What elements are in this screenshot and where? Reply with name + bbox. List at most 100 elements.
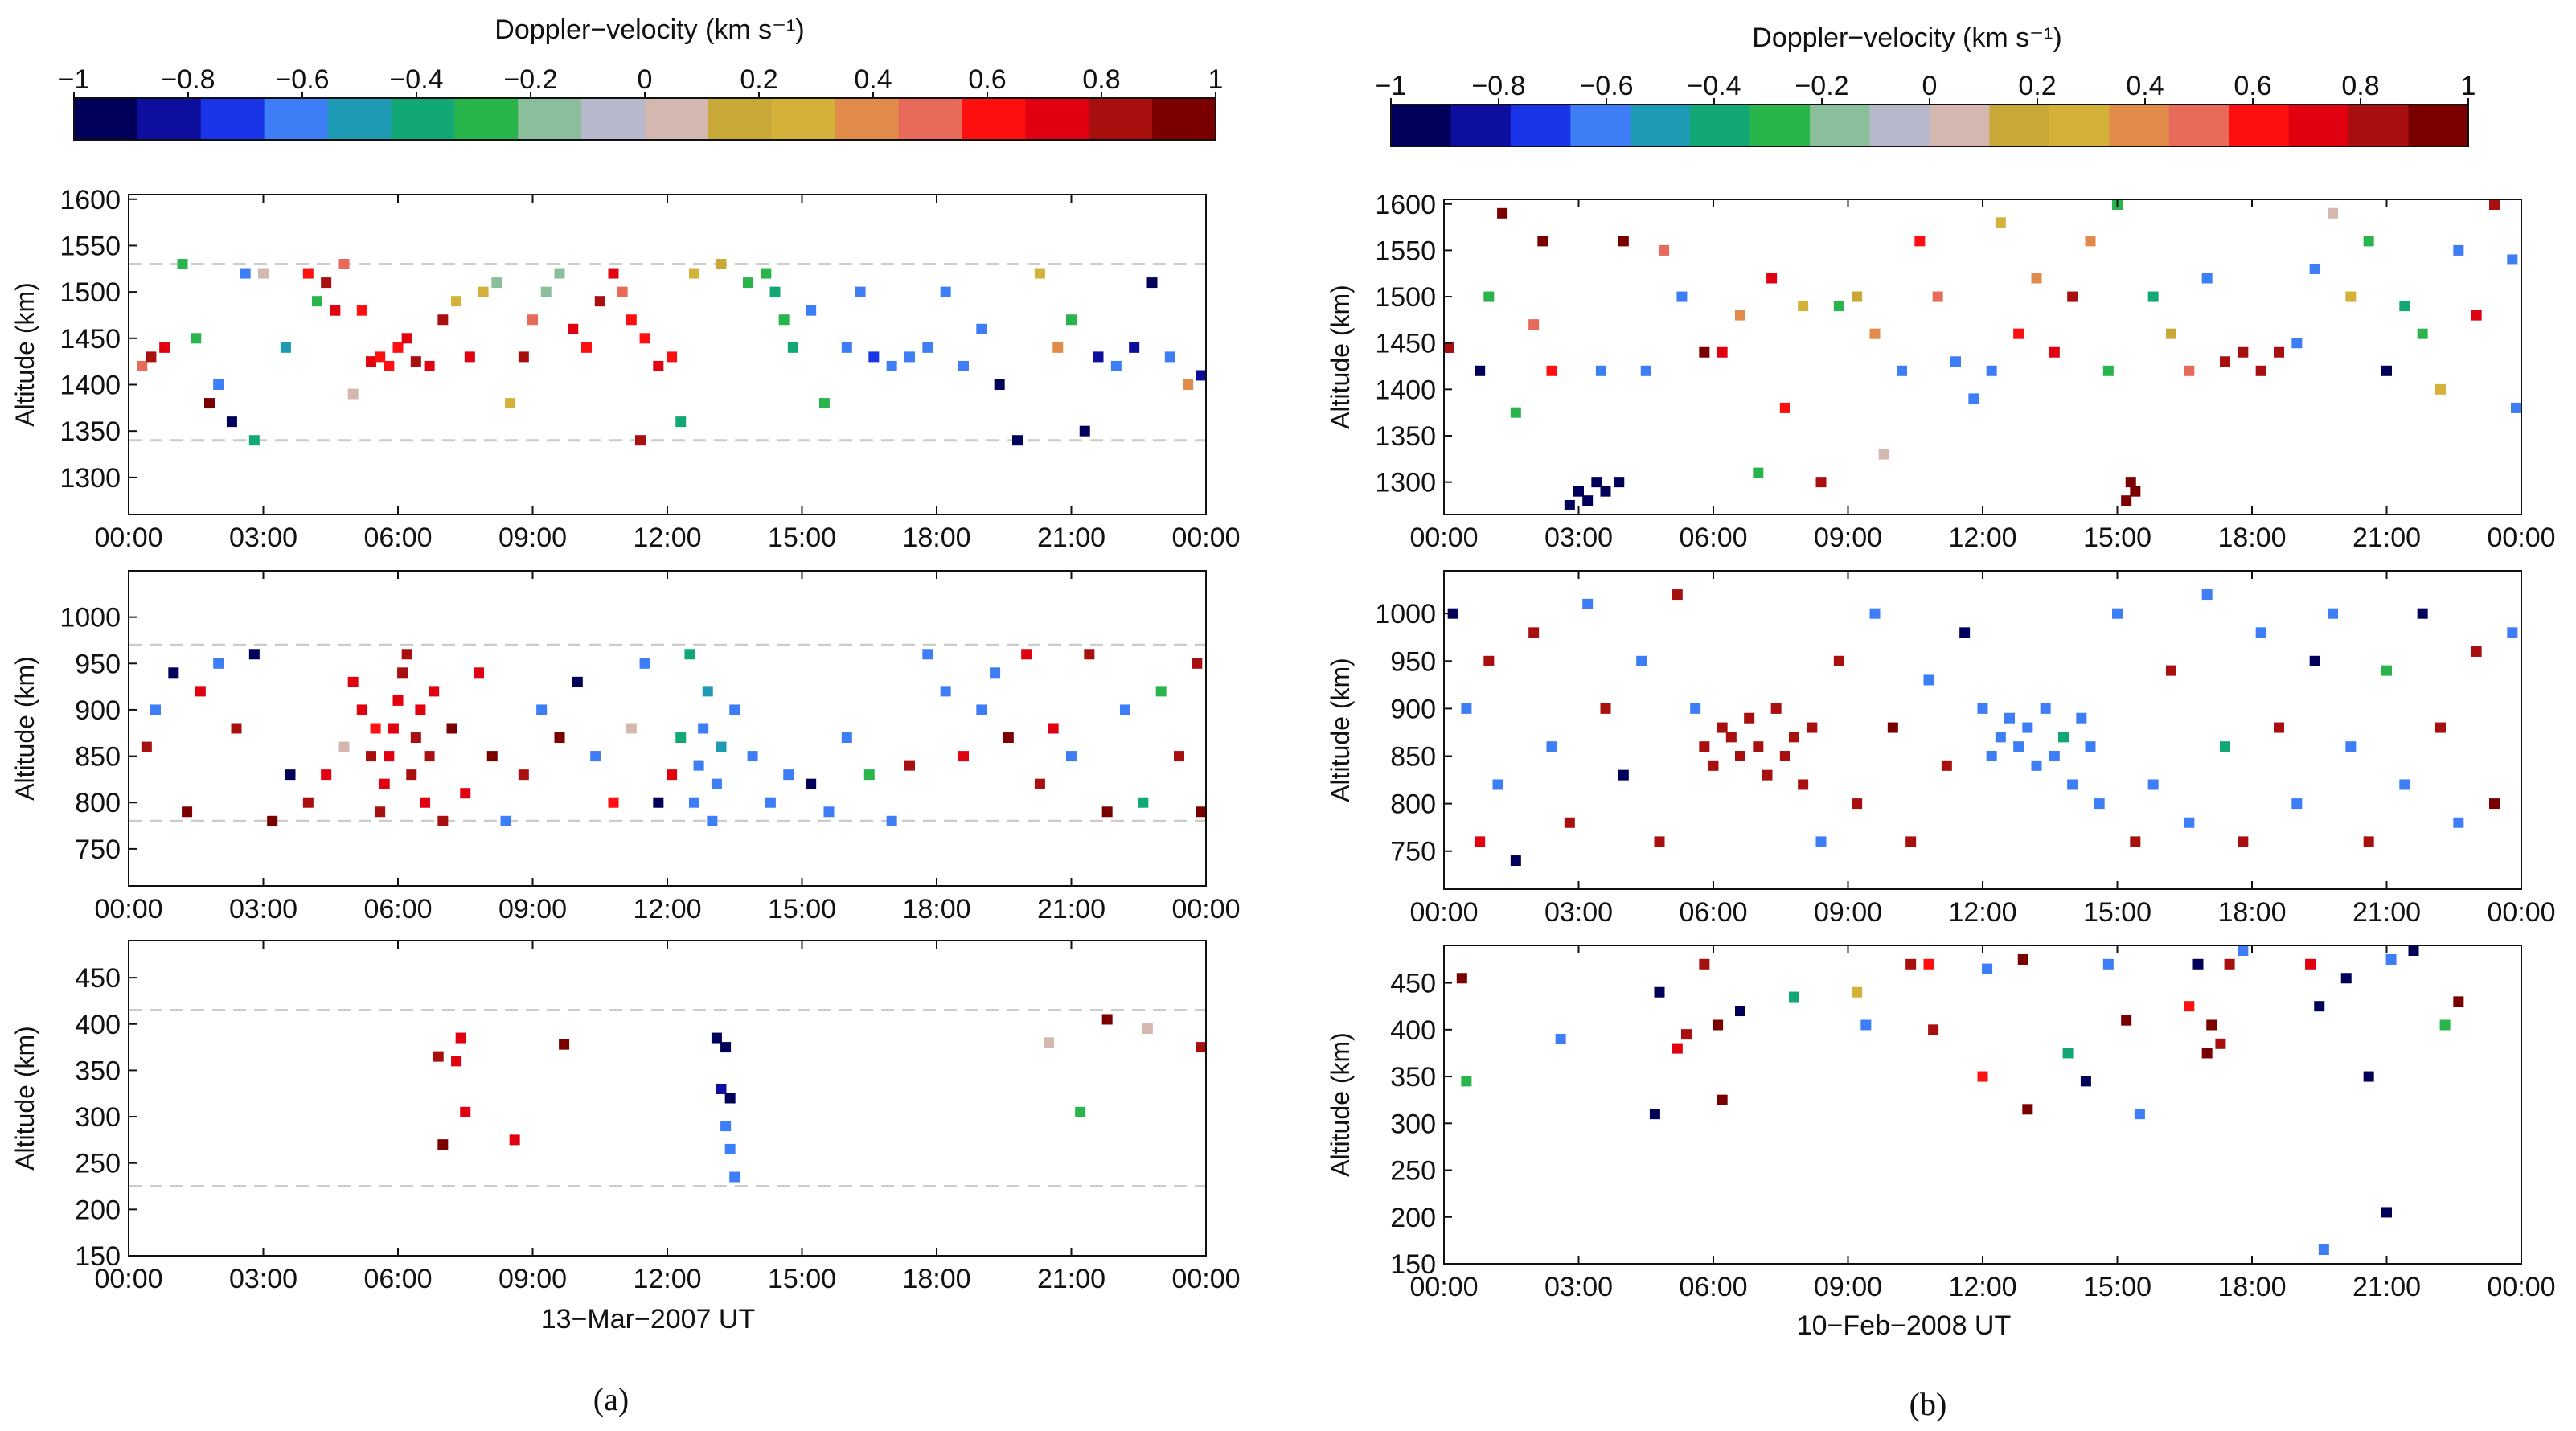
data-point [437, 1139, 449, 1150]
data-point [347, 676, 359, 687]
data-point [1681, 1029, 1692, 1040]
data-point [347, 388, 359, 400]
x-tick-label: 06:00 [1679, 897, 1747, 928]
data-point [720, 1042, 732, 1053]
colorbar-segment [1025, 98, 1089, 140]
data-point [720, 1121, 732, 1132]
data-point [137, 360, 148, 371]
y-tick-label: 950 [1390, 646, 1436, 677]
data-point [1725, 732, 1737, 743]
data-point [2309, 655, 2320, 666]
data-point [1860, 1019, 1872, 1031]
data-point [401, 333, 412, 344]
data-point [177, 259, 188, 270]
data-point [159, 342, 170, 353]
scatter-panel: 1300 1350 1400 1450 1500 1550 1600 00:00 03:00 06… [1326, 190, 2556, 553]
data-point [2080, 1076, 2091, 1087]
data-point [1766, 273, 1778, 284]
x-tick-label: 06:00 [363, 894, 432, 925]
colorbar-tick-label: −0.8 [1471, 71, 1525, 101]
data-point [940, 286, 951, 297]
data-point [213, 379, 224, 390]
data-point [1101, 1014, 1113, 1025]
data-point [1034, 778, 1045, 789]
data-point [653, 360, 664, 371]
data-point [2013, 741, 2024, 752]
x-tick-label: 09:00 [498, 1264, 567, 1294]
colorbar-tick-label: −0.4 [389, 64, 443, 95]
x-tick-label: 15:00 [2083, 897, 2151, 928]
data-point [2381, 665, 2392, 676]
data-point [559, 1039, 570, 1050]
colorbar-tick-label: −1 [59, 64, 90, 95]
data-point [384, 751, 395, 762]
data-point [392, 342, 404, 353]
y-tick-label: 850 [75, 742, 121, 773]
data-point [536, 704, 548, 716]
data-point [505, 398, 516, 409]
data-point [1977, 703, 1988, 714]
y-tick-label: 1500 [59, 277, 121, 308]
colorbar-segment [1089, 98, 1153, 140]
data-point [1928, 1024, 1939, 1035]
data-point [2147, 779, 2159, 790]
data-point [248, 435, 260, 446]
data-point [1995, 732, 2006, 743]
data-point [2255, 365, 2266, 376]
y-tick-label: 750 [75, 834, 121, 865]
data-point [2112, 608, 2123, 619]
data-point [2166, 328, 2176, 339]
data-point [1959, 627, 1971, 638]
data-point [568, 323, 579, 334]
data-point [302, 797, 314, 808]
x-tick-label: 06:00 [363, 1264, 432, 1294]
data-point [841, 732, 852, 744]
data-point [1690, 703, 1701, 714]
subfigure-caption: (b) [1909, 1386, 1947, 1422]
data-point [280, 342, 291, 353]
colorbar-tick-label: −0.4 [1687, 71, 1741, 101]
data-point [689, 268, 699, 279]
data-point [410, 356, 421, 367]
x-tick-label: 09:00 [498, 523, 567, 553]
x-tick-label: 12:00 [1948, 897, 2016, 928]
data-point [424, 360, 435, 371]
data-point [1852, 798, 1863, 810]
data-point [1101, 806, 1113, 818]
data-point [1475, 365, 1486, 376]
data-point [2215, 1038, 2226, 1049]
data-point [1052, 342, 1064, 353]
colorbar-segment [1869, 105, 1930, 146]
data-point [675, 732, 687, 744]
data-point [1075, 1106, 1086, 1117]
data-point [2363, 836, 2374, 847]
data-point [1564, 817, 1575, 828]
data-point [150, 704, 161, 716]
data-point [2345, 741, 2357, 752]
colorbar-tick-label: 0.6 [968, 64, 1006, 95]
data-point [213, 658, 224, 669]
data-point [1923, 958, 1934, 970]
data-point [689, 797, 699, 808]
data-point [1672, 1043, 1683, 1054]
data-point [474, 667, 484, 679]
data-point [491, 277, 502, 289]
data-point [2314, 1001, 2325, 1012]
data-point [384, 360, 395, 371]
data-point [321, 277, 332, 289]
data-point [1555, 1033, 1566, 1044]
plot-frame [128, 940, 1207, 1257]
data-point [1066, 751, 1077, 762]
data-point [990, 667, 1001, 679]
data-point [765, 797, 776, 808]
data-point [1815, 477, 1827, 488]
x-tick-label: 18:00 [902, 894, 970, 925]
data-point [1869, 328, 1881, 339]
x-tick-label: 00:00 [94, 894, 162, 925]
data-point [2385, 953, 2397, 965]
data-point [141, 741, 152, 752]
data-point [635, 435, 646, 446]
colorbar-segment [962, 98, 1026, 140]
data-point [2067, 291, 2078, 302]
